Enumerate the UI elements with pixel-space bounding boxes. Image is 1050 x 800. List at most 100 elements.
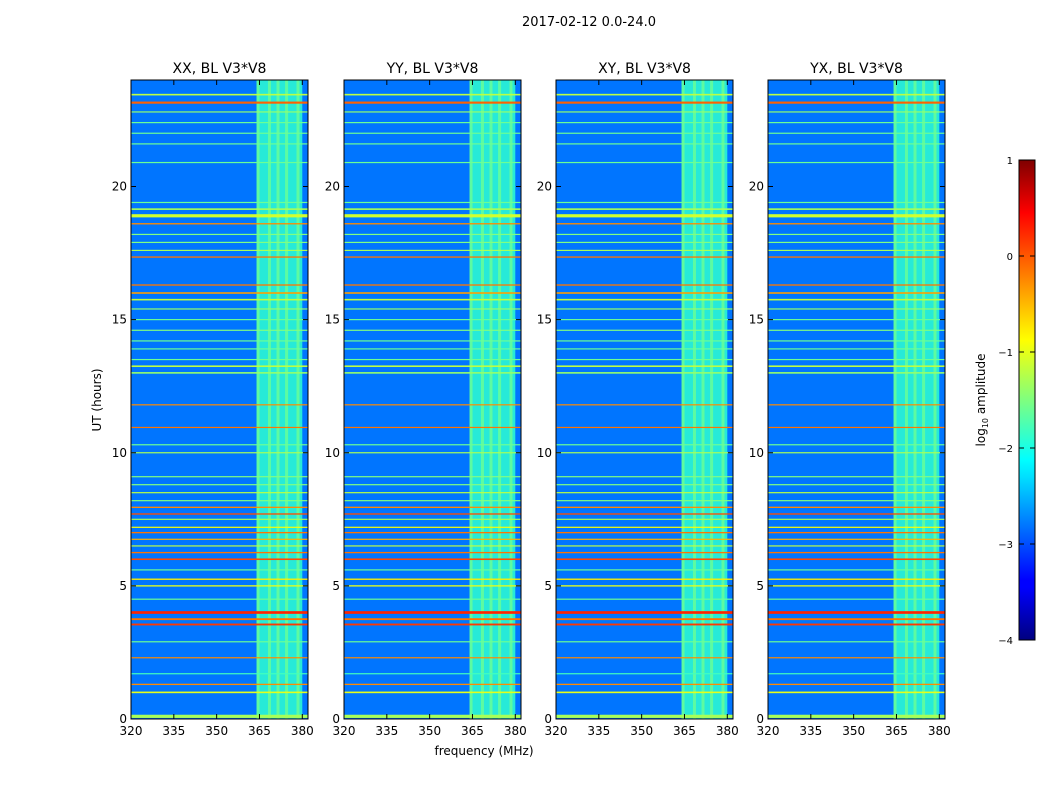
rfi-line [556,256,733,258]
rfi-line [768,249,945,251]
rfi-line [768,657,945,659]
rfi-line [556,111,733,113]
rfi-line [768,319,945,321]
rfi-line [768,329,945,331]
rfi-line [768,641,945,643]
band-stripe [904,80,908,719]
band-stripe [469,80,473,719]
colorbar-tick-label: 1 [1007,156,1013,167]
figure-title: 2017-02-12 0.0-24.0 [522,15,656,30]
colorbar-label-prefix: log [974,428,988,446]
rfi-line [556,365,733,368]
rfi-line [556,444,733,446]
band-stripe [721,80,725,719]
rfi-line [131,657,308,659]
rfi-line [556,284,733,286]
panel-title: YX, BL V3*V8 [809,61,903,77]
rfi-line [131,569,308,571]
panel-frame [130,79,309,720]
rfi-line [556,143,733,145]
rfi-line [556,348,733,350]
rfi-line [131,284,308,286]
rfi-line [768,585,945,587]
band-stripe [285,80,289,719]
rfi-line [131,404,308,406]
rfi-line [768,284,945,286]
rfi-line [131,93,308,96]
rfi-line [344,558,521,561]
rfi-line [131,558,308,561]
rfi-line [344,249,521,251]
rfi-line [344,714,521,718]
y-tick-label: 15 [325,313,340,327]
rfi-line [131,551,308,554]
y-tick-label: 0 [119,712,127,726]
x-tick-label: 335 [799,724,822,738]
x-tick-label: 380 [716,724,739,738]
rfi-line [131,476,308,478]
rfi-line [556,623,733,626]
rfi-line [556,319,733,321]
rfi-line [556,585,733,587]
colorbar-label-suffix: amplitude [974,354,988,418]
rfi-line [768,513,945,515]
rfi-line [768,161,945,164]
rfi-line [344,673,521,675]
rfi-line [344,578,521,580]
rfi-line [768,484,945,486]
rfi-line [131,518,308,520]
rfi-line [768,476,945,478]
rfi-line [344,641,521,643]
rfi-line [556,558,733,561]
rfi-line [344,551,521,554]
y-tick-label: 10 [112,446,127,460]
rfi-line [344,691,521,694]
rfi-line [131,241,308,244]
rfi-line [556,404,733,406]
panel-frame [555,79,734,720]
rfi-line [556,538,733,540]
rfi-line [344,657,521,659]
x-tick-label: 365 [461,724,484,738]
rfi-line [344,545,521,547]
rfi-line [556,132,733,134]
rfi-line [344,526,521,528]
rfi-line [344,308,521,310]
band-stripe [893,80,897,719]
rfi-line [131,223,308,225]
x-tick-label: 350 [418,724,441,738]
rfi-line [344,241,521,244]
panel-1: XX, BL V3*V8 320 335 350 365 380 0 5 10 15 20 [112,61,314,738]
rfi-line [556,201,733,204]
rfi-line [344,214,521,218]
rfi-line [556,308,733,310]
rfi-line [344,143,521,145]
rfi-line [131,444,308,446]
rfi-line [768,526,945,528]
rfi-line [344,513,521,515]
rfi-line [344,585,521,587]
y-tick-label: 0 [756,712,764,726]
rfi-line [768,492,945,494]
x-tick-label: 365 [673,724,696,738]
rfi-line [556,426,733,429]
rfi-line [556,340,733,342]
y-tick-label: 5 [332,579,340,593]
rfi-line [556,241,733,244]
rfi-line [344,319,521,321]
x-tick-label: 380 [928,724,951,738]
rfi-line [344,256,521,258]
rfi-line [131,308,308,310]
rfi-line [131,500,308,502]
rfi-line [556,526,733,528]
y-tick-label: 5 [119,579,127,593]
rfi-line [556,208,733,210]
rfi-line [344,348,521,350]
rfi-line [344,298,521,301]
rfi-line [344,208,521,210]
rfi-line [768,618,945,621]
rfi-line [131,249,308,251]
rfi-line [344,329,521,331]
rfi-line [131,111,308,113]
rfi-line [768,623,945,626]
